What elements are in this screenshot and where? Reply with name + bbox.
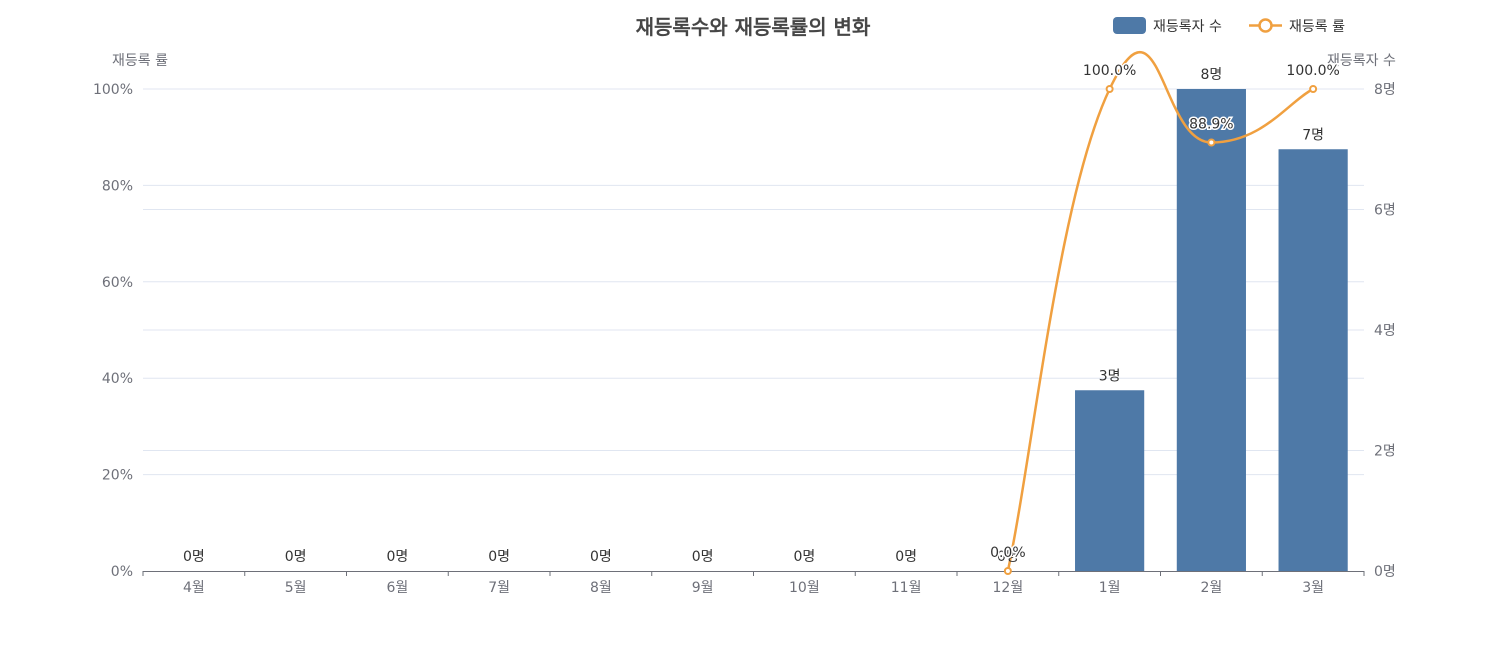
x-tick-label: 1월	[1099, 580, 1121, 596]
left-tick-label: 60%	[102, 275, 133, 291]
bar-data-label: 0명	[183, 549, 205, 565]
right-axis-name: 재등록자 수	[1327, 53, 1396, 69]
bar	[1075, 390, 1145, 571]
data-labels: 0명 0명 0명 0명 0명 0명 0명 0명 0명 3명 8명 7명 0.0% 100.0% 88.9% 1…	[183, 62, 1341, 566]
axes: 0% 20% 40% 60% 80% 100% 0명 2명 4명 6명 8명 4월 5월 6월 7월 8월 9월…	[93, 82, 1396, 596]
x-tick-label: 5월	[285, 580, 307, 596]
bar-data-label: 3명	[1099, 368, 1121, 384]
left-tick-label: 80%	[102, 178, 133, 194]
x-tick-label: 8월	[590, 580, 612, 596]
right-tick-label: 2명	[1374, 444, 1396, 460]
left-tick-label: 40%	[102, 371, 133, 387]
bar	[1278, 149, 1348, 571]
x-tick-label: 11월	[891, 580, 922, 596]
x-tick-label: 12월	[993, 580, 1024, 596]
left-axis-name: 재등록 률	[112, 53, 168, 69]
bar	[1176, 89, 1246, 571]
left-tick-label: 20%	[102, 468, 133, 484]
bar-data-label: 0명	[386, 549, 408, 565]
bar-data-label: 0명	[997, 549, 1019, 565]
legend-bar-swatch[interactable]	[1113, 17, 1146, 34]
legend-line-label[interactable]: 재등록 률	[1289, 19, 1345, 35]
legend[interactable]: 재등록자 수 재등록 률	[1113, 17, 1345, 35]
bar-data-label: 0명	[590, 549, 612, 565]
bar-data-label: 0명	[793, 549, 815, 565]
bar-data-label: 0명	[692, 549, 714, 565]
chart-title: 재등록수와 재등록률의 변화	[636, 15, 871, 39]
rate-data-label: 0.0%	[990, 545, 1026, 561]
bar-data-label: 7명	[1302, 127, 1324, 143]
rate-data-label: 88.9%	[1189, 117, 1233, 133]
rate-point	[1003, 567, 1012, 575]
rate-point	[1105, 85, 1114, 93]
rate-data-label: 100.0%	[1083, 63, 1136, 79]
legend-bar-label[interactable]: 재등록자 수	[1153, 19, 1222, 35]
x-tick-label: 6월	[386, 580, 408, 596]
rate-line	[1006, 51, 1314, 572]
right-tick-label: 0명	[1374, 564, 1396, 580]
x-tick-label: 9월	[692, 580, 714, 596]
rate-point	[1309, 85, 1318, 93]
left-tick-label: 100%	[93, 82, 133, 98]
right-tick-label: 6명	[1374, 203, 1396, 219]
gridlines	[143, 88, 1364, 476]
x-tick-label: 3월	[1302, 580, 1324, 596]
left-tick-label: 0%	[111, 564, 133, 580]
bar-series	[1075, 89, 1348, 571]
x-tick-label: 10월	[789, 580, 820, 596]
rate-data-label: 100.0%	[1286, 63, 1339, 79]
bar-data-label: 0명	[285, 549, 307, 565]
x-tick-label: 7월	[488, 580, 510, 596]
bar-data-label: 0명	[895, 549, 917, 565]
line-series	[1003, 51, 1318, 575]
bar-data-label: 8명	[1200, 67, 1222, 83]
right-tick-label: 4명	[1374, 323, 1396, 339]
legend-line-marker[interactable]	[1258, 18, 1273, 33]
right-tick-label: 8명	[1374, 82, 1396, 98]
x-tick-label: 4월	[183, 580, 205, 596]
bar-data-label: 0명	[488, 549, 510, 565]
rate-point	[1207, 138, 1216, 147]
x-tick-label: 2월	[1200, 580, 1222, 596]
